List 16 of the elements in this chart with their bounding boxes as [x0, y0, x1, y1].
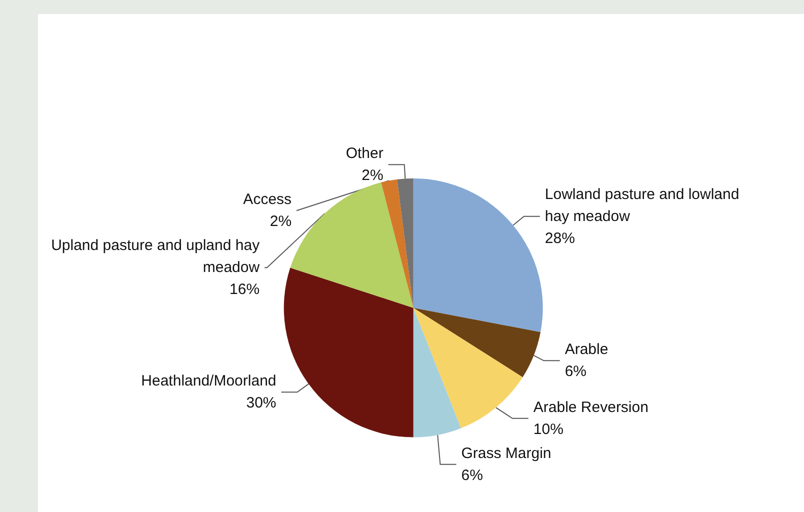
slice-label: Access [243, 191, 292, 208]
data-label: 6% [461, 466, 483, 484]
slice-label: Lowland pasture and lowland hay meadow [544, 186, 744, 225]
slice-label: Arable [564, 341, 608, 358]
data-label: 2% [270, 213, 292, 230]
slice-label: Arable Reversion [533, 398, 648, 416]
slice-label: Grass Margin [461, 444, 552, 462]
data-label: 30% [246, 394, 276, 412]
data-label: 10% [533, 420, 564, 438]
data-label: 28% [544, 230, 575, 247]
slice-label: Upland pasture and upland hay meadow [51, 237, 260, 276]
slice-label: Other [346, 145, 384, 162]
slice-label: Heathland/Moorland [141, 372, 276, 390]
data-label: 6% [564, 363, 587, 380]
data-label: 2% [362, 167, 384, 184]
data-label: 16% [230, 281, 260, 298]
